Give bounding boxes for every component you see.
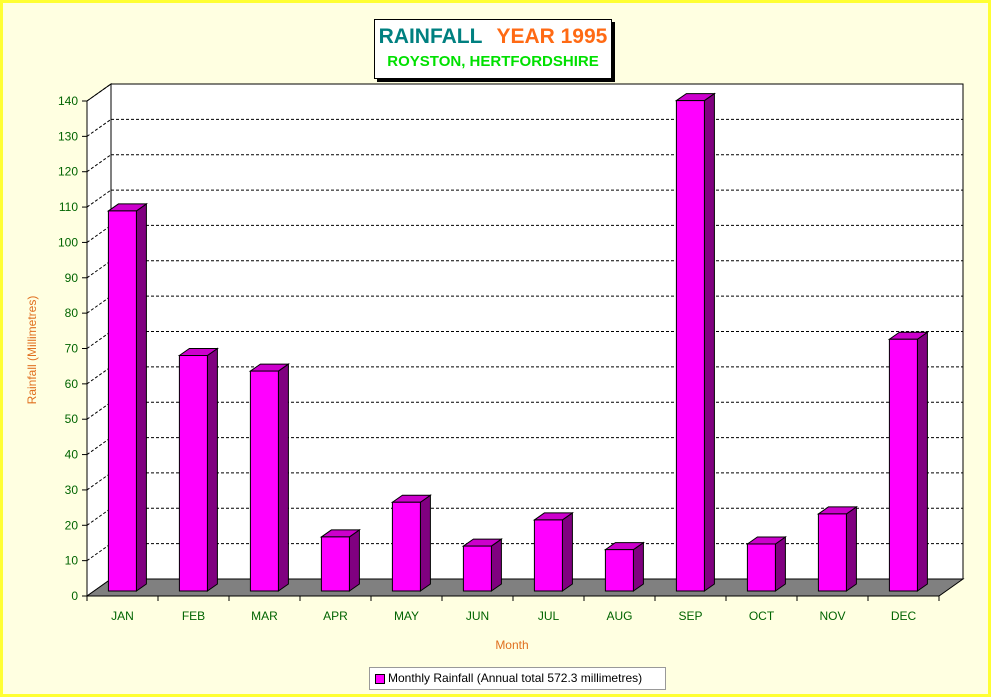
- x-tick-label: JUN: [466, 609, 489, 623]
- bar: [745, 536, 787, 592]
- y-tick-label: 140: [58, 94, 78, 108]
- x-tick-label: JAN: [111, 609, 134, 623]
- bar-front: [817, 513, 847, 592]
- chart-subtitle: ROYSTON, HERTFORDSHIRE: [387, 53, 599, 70]
- y-tick-labels: 0 10 20 30 40 50 60 70 80 90 100 110 120 130 140: [58, 94, 78, 603]
- chart-title-box: RAINFALL YEAR 1995 ROYSTON, HERTFORDSHIRE: [374, 19, 612, 79]
- bar-front: [320, 536, 350, 592]
- legend-swatch: [375, 674, 385, 684]
- bar-side: [206, 347, 218, 592]
- y-tick-label: 100: [58, 235, 78, 249]
- y-tick-label: 130: [58, 129, 78, 143]
- x-tick-label: DEC: [891, 609, 917, 623]
- bar: [390, 494, 432, 592]
- y-tick-label: 10: [65, 554, 79, 568]
- x-tick-labels: JAN FEB MAR APR MAY JUN JUL AUG SEP OCT NOV DEC: [111, 609, 916, 623]
- bar-side: [561, 511, 573, 592]
- y-tick-label: 50: [65, 412, 79, 426]
- bar: [816, 505, 858, 592]
- bar-side: [135, 202, 147, 592]
- bar-side: [632, 541, 644, 592]
- y-tick-label: 110: [59, 200, 78, 214]
- bar-front: [604, 549, 634, 592]
- x-tick-label: OCT: [749, 609, 775, 623]
- bar: [177, 347, 219, 592]
- y-tick-label: 60: [65, 377, 79, 391]
- y-tick-label: 90: [65, 271, 79, 285]
- y-tick-label: 0: [71, 589, 78, 603]
- bar-front: [746, 543, 776, 592]
- x-tick-label: APR: [323, 609, 348, 623]
- x-axis-label: Month: [495, 638, 528, 652]
- bar: [674, 92, 716, 592]
- x-tick-label: JUL: [538, 609, 560, 623]
- bar: [603, 541, 645, 592]
- y-tick-label: 20: [65, 518, 79, 532]
- bar: [248, 363, 290, 592]
- bar: [106, 202, 148, 592]
- x-tick-label: AUG: [606, 609, 632, 623]
- x-tick-label: MAR: [251, 609, 278, 623]
- y-tick-label: 30: [65, 483, 79, 497]
- axes: [82, 100, 940, 601]
- bar-side: [419, 494, 431, 592]
- x-tick-label: FEB: [182, 609, 205, 623]
- bar-side: [916, 331, 928, 592]
- y-tick-label: 120: [58, 165, 78, 179]
- chart-title: RAINFALL YEAR 1995: [375, 25, 611, 49]
- y-tick-label: 80: [65, 306, 79, 320]
- legend-entry: Monthly Rainfall (Annual total 572.3 mil…: [388, 671, 643, 685]
- chart-title-year: YEAR 1995: [496, 25, 608, 48]
- bar: [887, 331, 929, 592]
- x-tick-label: MAY: [394, 609, 419, 623]
- x-tick-label: SEP: [678, 609, 702, 623]
- left-wall: [86, 83, 112, 597]
- bars: [106, 92, 929, 592]
- bar-front: [249, 370, 279, 592]
- bar-side: [703, 92, 715, 592]
- bar-front: [533, 519, 563, 592]
- bar: [319, 528, 361, 592]
- bar-side: [277, 363, 289, 592]
- bar-front: [675, 100, 705, 592]
- bar: [461, 538, 503, 592]
- x-tick-label: NOV: [819, 609, 845, 623]
- bar-front: [462, 545, 492, 592]
- chart-title-main: RAINFALL: [378, 25, 483, 48]
- bar-side: [774, 536, 786, 592]
- bar-side: [348, 528, 360, 592]
- bar-front: [107, 210, 137, 592]
- bar-front: [888, 338, 918, 592]
- bar-side: [490, 538, 502, 592]
- bar-front: [178, 355, 208, 592]
- bar: [532, 511, 574, 592]
- bar-side: [845, 505, 857, 592]
- y-axis-label: Rainfall (Millimetres): [25, 296, 39, 405]
- legend: Monthly Rainfall (Annual total 572.3 mil…: [369, 667, 666, 690]
- y-tick-label: 70: [65, 342, 79, 356]
- y-tick-label: 40: [65, 448, 79, 462]
- bar-front: [391, 501, 421, 592]
